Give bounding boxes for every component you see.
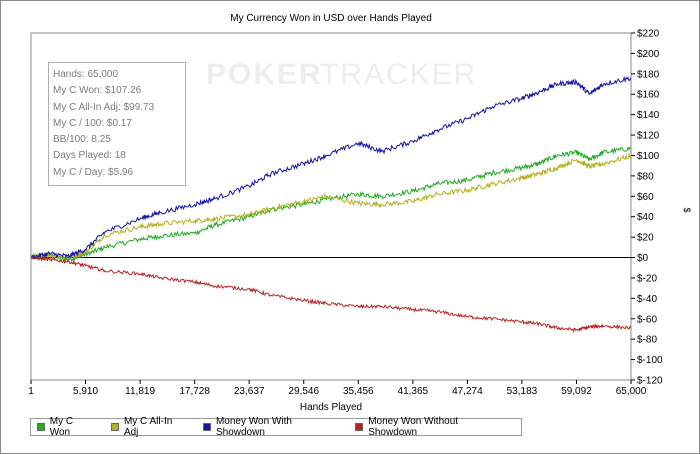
y-tick-label: $220 (637, 29, 660, 40)
chart-title: My Currency Won in USD over Hands Played (230, 13, 432, 24)
legend-label: Money Won With Showdown (215, 416, 292, 438)
legend-label: Money Won Without Showdown (368, 416, 459, 438)
legend-label: My C All-In Adj (123, 416, 173, 438)
y-tick-label: $100 (637, 151, 660, 162)
y-tick-label: $60 (637, 192, 654, 203)
x-tick-label: 41,365 (398, 386, 429, 397)
plot-border (30, 32, 632, 381)
legend-item-without-showdown[interactable]: Money Won Without Showdown (355, 416, 504, 438)
watermark-text-right: TRACKER (320, 58, 477, 91)
y-tick-label: $140 (637, 110, 660, 121)
legend-item-allin-adj[interactable]: My C All-In Adj (111, 416, 186, 438)
y-axis: $220 $200 $180 $160 $140 $120 $100 $80 $60 $40 $20… (631, 29, 663, 387)
legend-item-with-showdown[interactable]: Money Won With Showdown (203, 416, 338, 438)
series-line-1 (30, 152, 632, 260)
y-tick-label: $-40 (637, 294, 657, 305)
stat-won: My C Won: $107.26 (53, 85, 142, 97)
y-tick-label: $180 (637, 69, 660, 80)
x-axis-label: Hands Played (300, 402, 362, 413)
watermark-text-left: POKER (206, 58, 323, 91)
x-tick-label: 5,910 (73, 386, 98, 397)
plot-area (30, 32, 632, 381)
y-tick-label: $-80 (637, 335, 657, 346)
legend-swatch-icon (111, 423, 119, 431)
legend-swatch-icon (37, 423, 45, 431)
y-tick-label: $200 (637, 49, 660, 60)
y-tick-label: $-100 (637, 355, 663, 366)
legend-item-my-c-won[interactable]: My C Won (37, 416, 94, 438)
stat-per-100: My C / 100: $0.17 (53, 117, 132, 129)
stats-summary-box: Hands: 65,000 My C Won: $107.26 My C All… (48, 62, 186, 186)
x-axis: 1 5,910 11,819 17,728 23,637 29,546 35,456 41,3… (28, 380, 647, 397)
x-tick-label: 35,456 (343, 386, 374, 397)
x-tick-label: 53,183 (507, 386, 538, 397)
stat-bb-100: BB/100: 8.25 (53, 134, 111, 146)
stat-hands: Hands: 65,000 (53, 69, 119, 80)
x-tick-label: 29,546 (288, 386, 319, 397)
stat-allin-adj: My C All-In Adj: $99.73 (53, 101, 155, 113)
series-line-3 (30, 255, 632, 334)
legend-swatch-icon (203, 423, 211, 431)
y-tick-label: $-120 (637, 376, 663, 387)
stat-days-played: Days Played: 18 (53, 150, 126, 162)
series-line-0 (30, 145, 632, 263)
y-tick-label: $20 (637, 233, 654, 244)
x-tick-label: 23,637 (234, 386, 265, 397)
y-tick-label: $-60 (637, 314, 657, 325)
y-tick-label: $-20 (637, 273, 657, 284)
legend-swatch-icon (355, 423, 364, 431)
x-tick-label: 1 (28, 386, 34, 397)
x-tick-label: 17,728 (179, 386, 210, 397)
x-tick-label: 65,000 (616, 386, 647, 397)
stat-per-day: My C / Day: $5.96 (53, 166, 134, 178)
y-axis-label: $ (682, 207, 692, 212)
y-tick-label: $120 (637, 131, 660, 142)
y-tick-label: $0 (637, 253, 649, 264)
chart-legend: My C Won My C All-In Adj Money Won With … (30, 416, 522, 438)
y-tick-label: $160 (637, 90, 660, 101)
y-tick-label: $80 (637, 171, 654, 182)
series-line-2 (30, 75, 632, 260)
x-tick-label: 59,092 (561, 386, 592, 397)
x-tick-label: 11,819 (125, 386, 155, 397)
legend-label: My C Won (49, 416, 74, 438)
x-tick-label: 47,274 (452, 386, 483, 397)
y-tick-label: $40 (637, 212, 654, 223)
watermark-logo: POKER TRACKER (206, 58, 477, 91)
